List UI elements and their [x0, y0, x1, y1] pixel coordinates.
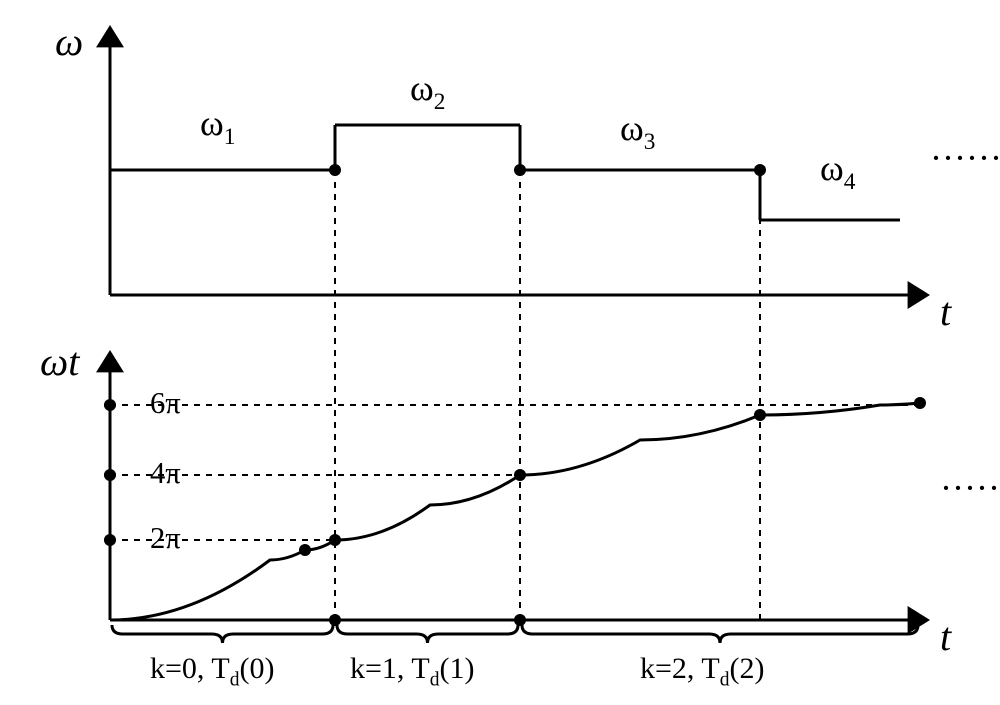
bottom-ytick-dot	[104, 534, 116, 546]
bottom-ytick-label-0: 2π	[150, 521, 181, 555]
bottom-curve-dot	[329, 534, 341, 546]
bottom-curve-dot	[299, 544, 311, 556]
bottom-ytick-dot	[104, 469, 116, 481]
bottom-ytick-label-2: 6π	[150, 386, 181, 420]
bottom-ytick-label-1: 4π	[150, 456, 181, 490]
top-y-label: ω	[55, 19, 83, 64]
bottom-curve-dot	[514, 469, 526, 481]
bottom-xaxis-dot	[329, 614, 341, 626]
bottom-ellipsis: ······	[940, 468, 1000, 508]
bottom-brace-label-1: k=1, Td(1)	[350, 652, 474, 691]
bottom-brace-label-2: k=2, Td(2)	[640, 652, 764, 691]
bottom-y-label: ωt	[40, 339, 80, 384]
top-x-label: t	[940, 289, 952, 334]
bottom-brace-label-0: k=0, Td(0)	[150, 652, 274, 691]
background	[0, 0, 1000, 705]
bottom-curve-dot	[914, 397, 926, 409]
bottom-xaxis-dot	[514, 614, 526, 626]
bottom-curve-dot	[754, 409, 766, 421]
bottom-ytick-dot	[104, 399, 116, 411]
top-ellipsis: ······	[930, 138, 1000, 178]
bottom-x-label: t	[940, 614, 952, 659]
